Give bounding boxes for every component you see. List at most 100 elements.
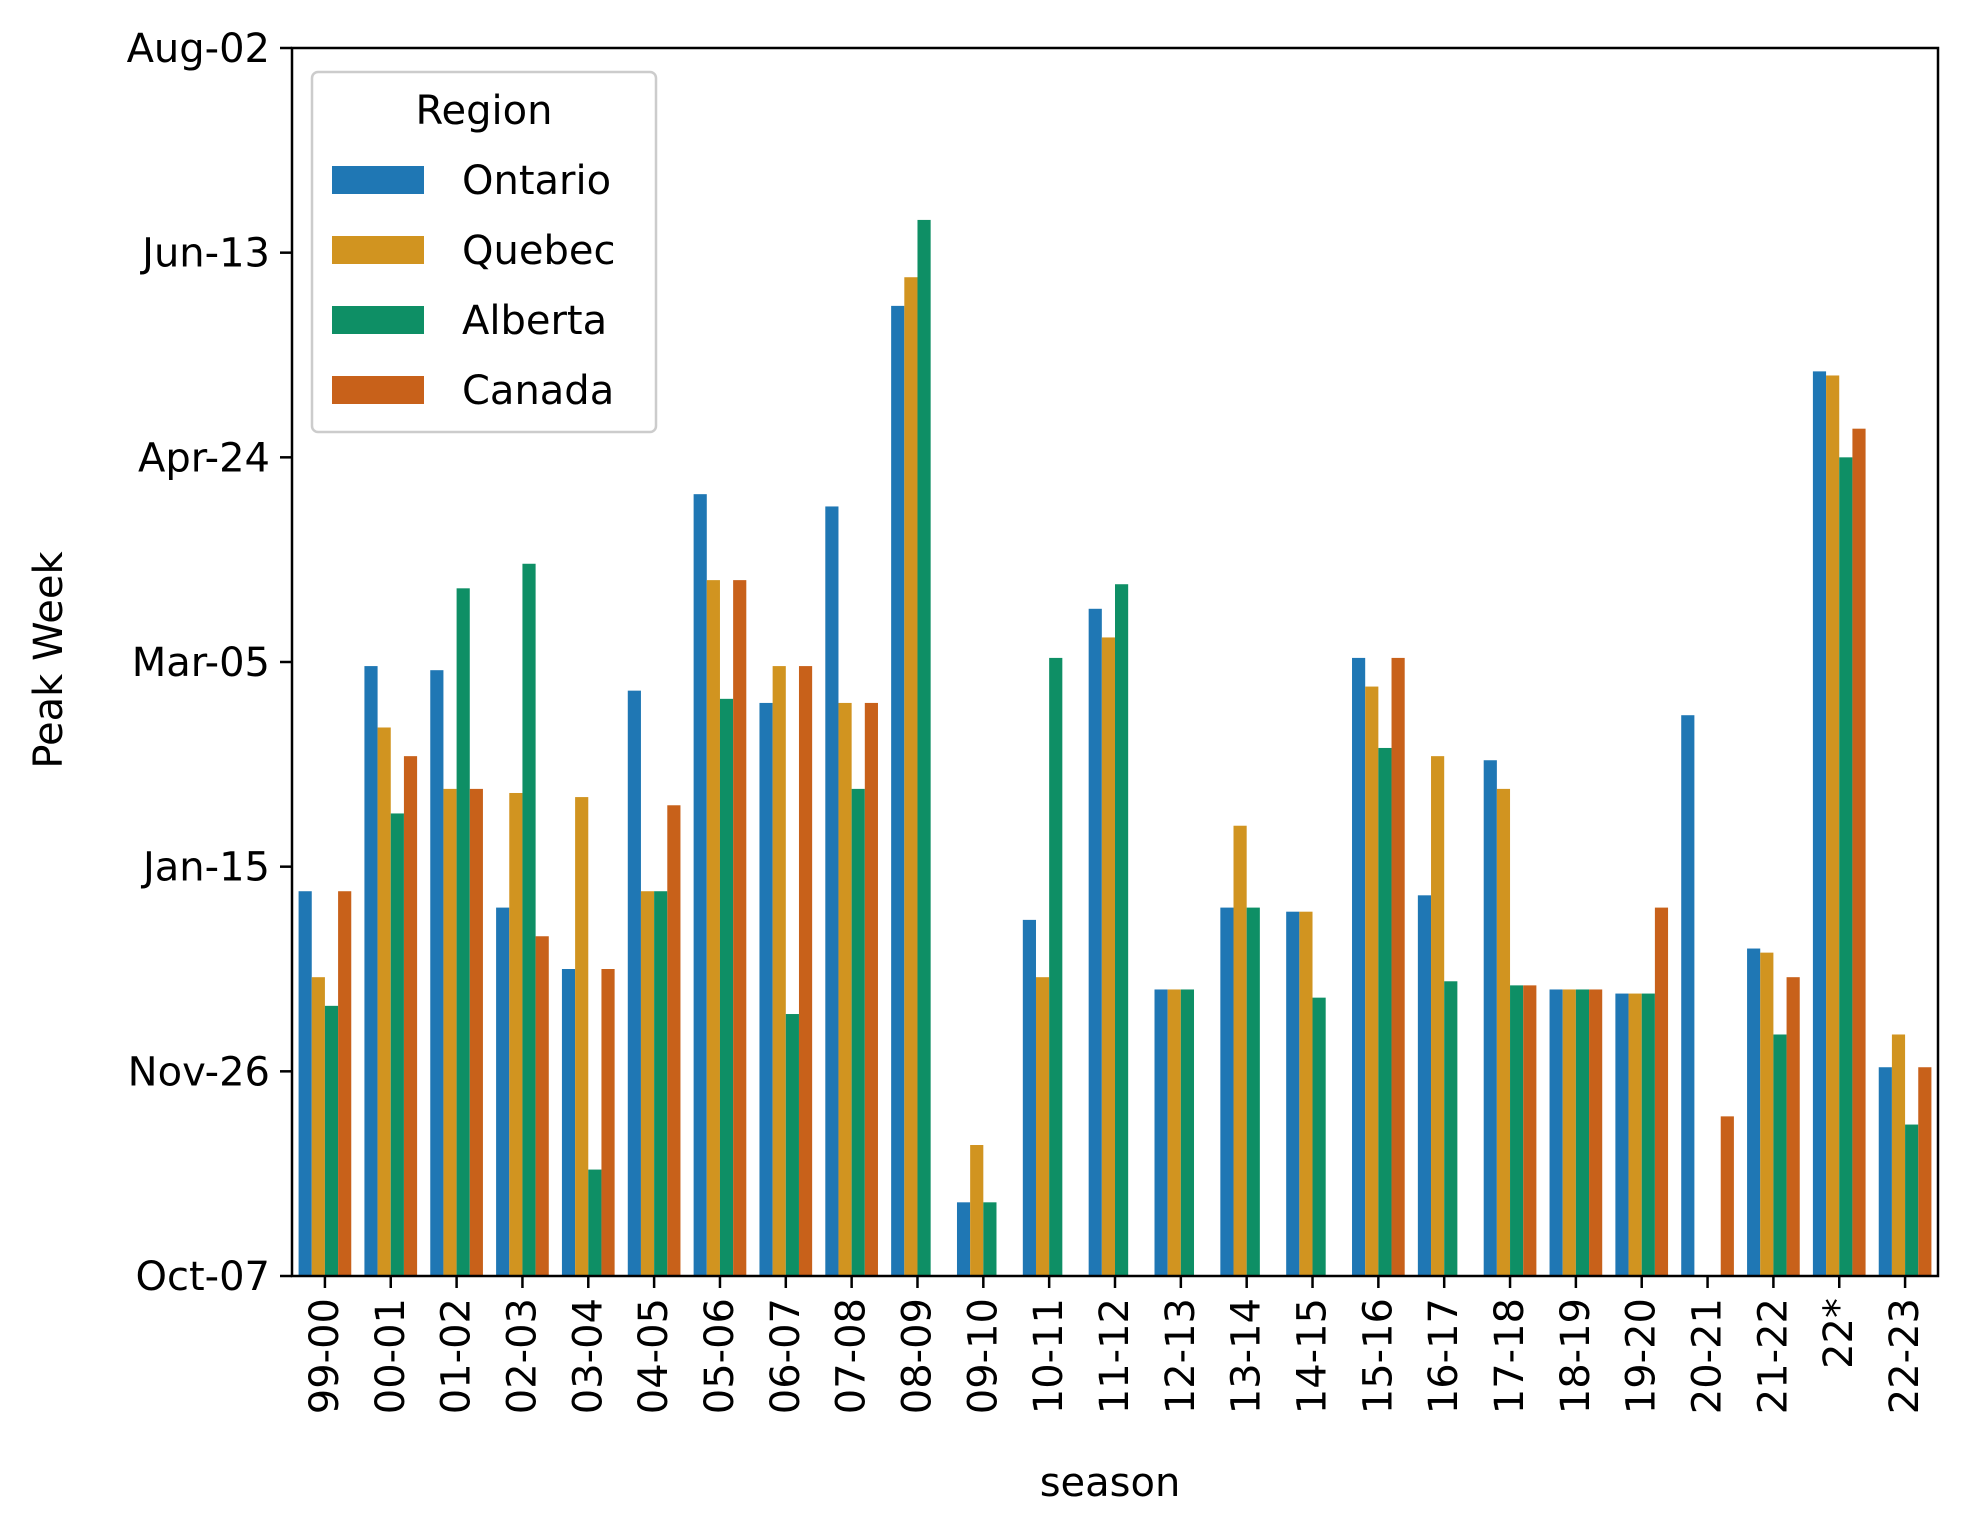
bar-canada-20-21 bbox=[1720, 1116, 1734, 1276]
bar-quebec-09-10 bbox=[970, 1145, 984, 1276]
legend-label-ontario: Ontario bbox=[462, 158, 611, 204]
bar-alberta-19-20 bbox=[1641, 993, 1655, 1276]
bar-quebec-99-00 bbox=[311, 977, 325, 1276]
bar-canada-07-08 bbox=[864, 702, 878, 1276]
bar-canada-05-06 bbox=[733, 580, 747, 1276]
legend-label-quebec: Quebec bbox=[462, 228, 615, 274]
y-tick-label: Mar-05 bbox=[132, 640, 270, 686]
x-tick-label: 08-09 bbox=[894, 1298, 940, 1414]
bar-ontario-19-20 bbox=[1615, 993, 1629, 1276]
bar-quebec-02-03 bbox=[509, 792, 523, 1276]
bar-alberta-12-13 bbox=[1180, 989, 1195, 1276]
bar-alberta-99-00 bbox=[324, 1005, 339, 1276]
x-tick-label: 16-17 bbox=[1421, 1298, 1467, 1414]
bar-canada-17-18 bbox=[1523, 985, 1537, 1276]
bar-alberta-21-22 bbox=[1773, 1034, 1787, 1276]
bar-alberta-22* bbox=[1839, 457, 1853, 1277]
y-tick-label: Jun-13 bbox=[139, 231, 270, 277]
bar-canada-00-01 bbox=[403, 756, 418, 1276]
bar-ontario-15-16 bbox=[1352, 657, 1366, 1276]
bar-quebec-19-20 bbox=[1628, 993, 1642, 1276]
x-tick-label: 20-21 bbox=[1685, 1298, 1731, 1414]
bar-alberta-18-19 bbox=[1575, 989, 1590, 1276]
bar-alberta-08-09 bbox=[917, 219, 931, 1276]
legend-frame bbox=[310, 70, 658, 434]
x-tick-label: 00-01 bbox=[368, 1298, 414, 1414]
bar-ontario-99-00 bbox=[298, 891, 312, 1276]
x-axis-label: season bbox=[1040, 1460, 1181, 1506]
bar-ontario-20-21 bbox=[1681, 715, 1695, 1276]
bar-ontario-04-05 bbox=[627, 690, 641, 1276]
legend-label-alberta: Alberta bbox=[462, 298, 607, 344]
x-tick-label: 22* bbox=[1816, 1298, 1862, 1369]
x-tick-label: 10-11 bbox=[1026, 1298, 1072, 1414]
bar-canada-19-20 bbox=[1654, 907, 1669, 1276]
bar-ontario-06-07 bbox=[759, 702, 773, 1276]
x-tick-label: 09-10 bbox=[960, 1298, 1006, 1414]
x-tick-label: 99-00 bbox=[302, 1298, 348, 1414]
x-tick-label: 11-12 bbox=[1092, 1298, 1138, 1414]
bar-alberta-10-11 bbox=[1049, 657, 1063, 1276]
bar-canada-18-19 bbox=[1589, 989, 1603, 1276]
x-tick-label: 14-15 bbox=[1290, 1298, 1336, 1414]
bar-ontario-09-10 bbox=[956, 1202, 971, 1276]
bar-ontario-01-02 bbox=[430, 670, 444, 1276]
bar-alberta-09-10 bbox=[983, 1202, 997, 1276]
x-tick-label: 12-13 bbox=[1158, 1298, 1204, 1414]
bar-quebec-22* bbox=[1826, 375, 1840, 1277]
bar-alberta-03-04 bbox=[588, 1169, 602, 1276]
bar-quebec-13-14 bbox=[1233, 825, 1247, 1276]
legend-swatch-canada bbox=[332, 376, 424, 404]
bars-layer bbox=[298, 219, 1932, 1277]
bar-quebec-11-12 bbox=[1101, 637, 1115, 1276]
x-tick-label: 21-22 bbox=[1750, 1298, 1796, 1414]
bar-canada-15-16 bbox=[1391, 657, 1405, 1276]
bar-ontario-10-11 bbox=[1022, 919, 1036, 1276]
legend-swatch-quebec bbox=[332, 236, 424, 264]
legend: Region Ontario Quebec Alberta Canada bbox=[310, 70, 658, 434]
bar-quebec-03-04 bbox=[575, 797, 589, 1276]
x-tick-label: 05-06 bbox=[697, 1298, 743, 1414]
bar-quebec-22-23 bbox=[1891, 1034, 1906, 1276]
bar-alberta-17-18 bbox=[1510, 985, 1524, 1276]
legend-title: Region bbox=[416, 88, 553, 134]
bar-quebec-10-11 bbox=[1035, 977, 1050, 1276]
bar-canada-03-04 bbox=[601, 969, 615, 1276]
x-tick-label: 02-03 bbox=[499, 1298, 545, 1414]
bar-quebec-08-09 bbox=[904, 277, 918, 1277]
bar-quebec-06-07 bbox=[772, 666, 786, 1276]
bar-quebec-04-05 bbox=[640, 891, 655, 1276]
bar-canada-01-02 bbox=[469, 788, 483, 1276]
x-tick-label: 19-20 bbox=[1619, 1298, 1665, 1414]
bar-quebec-12-13 bbox=[1167, 989, 1181, 1276]
bar-quebec-17-18 bbox=[1496, 788, 1511, 1276]
bar-ontario-05-06 bbox=[693, 494, 707, 1276]
bar-ontario-16-17 bbox=[1417, 895, 1432, 1276]
x-tick-label: 18-19 bbox=[1553, 1298, 1599, 1414]
bar-canada-06-07 bbox=[798, 666, 813, 1276]
bar-ontario-21-22 bbox=[1747, 948, 1761, 1276]
bar-alberta-15-16 bbox=[1378, 747, 1392, 1276]
bar-ontario-13-14 bbox=[1220, 907, 1234, 1276]
x-tick-label: 17-18 bbox=[1487, 1298, 1533, 1414]
bar-ontario-02-03 bbox=[496, 907, 510, 1276]
bar-quebec-21-22 bbox=[1760, 952, 1774, 1276]
bar-alberta-07-08 bbox=[851, 788, 865, 1276]
bar-alberta-06-07 bbox=[785, 1014, 799, 1276]
bar-ontario-14-15 bbox=[1286, 911, 1300, 1276]
bar-quebec-16-17 bbox=[1431, 756, 1445, 1276]
bar-alberta-14-15 bbox=[1312, 997, 1326, 1276]
x-tick-label: 07-08 bbox=[829, 1298, 875, 1414]
bar-ontario-22* bbox=[1812, 371, 1827, 1276]
bar-canada-99-00 bbox=[338, 891, 352, 1276]
bar-ontario-17-18 bbox=[1483, 760, 1497, 1276]
y-axis-label: Peak Week bbox=[26, 551, 72, 769]
bar-alberta-05-06 bbox=[719, 698, 734, 1276]
bar-quebec-05-06 bbox=[706, 580, 720, 1276]
bar-quebec-07-08 bbox=[838, 702, 852, 1276]
bar-canada-02-03 bbox=[535, 936, 549, 1276]
bar-canada-22-23 bbox=[1918, 1067, 1932, 1276]
bar-quebec-01-02 bbox=[443, 788, 457, 1276]
